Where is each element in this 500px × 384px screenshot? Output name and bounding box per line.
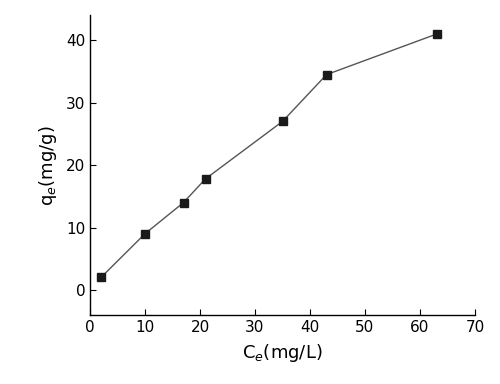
- X-axis label: C$_{e}$(mg/L): C$_{e}$(mg/L): [242, 342, 323, 364]
- Y-axis label: q$_{e}$(mg/g): q$_{e}$(mg/g): [37, 125, 59, 205]
